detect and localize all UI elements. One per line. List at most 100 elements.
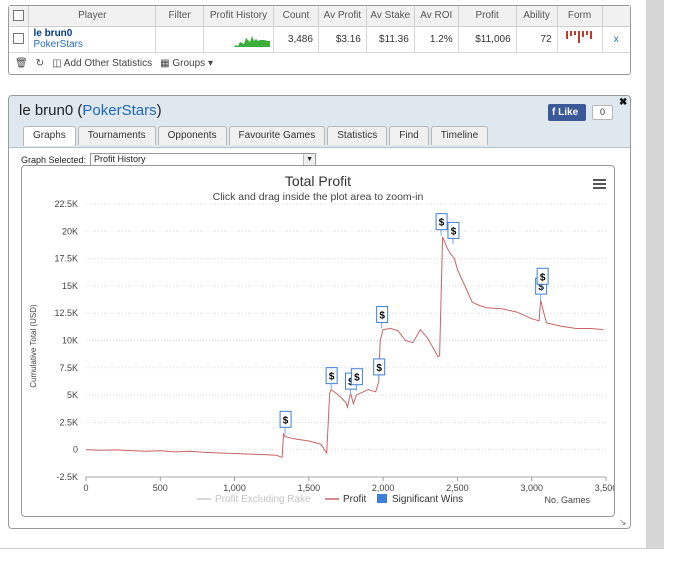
col-filter[interactable]: Filter [155,6,205,27]
flag-label: $ [376,363,382,374]
av-roi-cell: 1.2% [414,26,459,53]
x-tick-label: 0 [83,483,88,493]
stats-table: Player Filter Profit History Count Av Pr… [9,6,630,53]
y-tick-label: 0 [73,445,78,455]
col-av-roi[interactable]: Av ROI [414,6,459,27]
y-tick-label: 2.5K [59,417,78,427]
x-tick-label: 500 [153,483,168,493]
significant-win-flags: $$$$$$$$$$ [279,213,549,434]
row-select-cell[interactable] [9,26,30,53]
tab-timeline[interactable]: Timeline [430,126,489,145]
chart-legend: Profit Excluding Rake Profit Significant W… [197,494,463,505]
flag-box [350,368,363,386]
tab-statistics[interactable]: Statistics [327,126,388,145]
flag-label: $ [329,372,335,383]
legend-sigwins-label: Significant Wins [392,494,463,505]
flag-box [435,213,448,231]
flag-box [279,410,292,428]
facebook-like-button[interactable]: f Like [548,104,586,121]
col-player[interactable]: Player [28,6,157,27]
tab-tournaments[interactable]: Tournaments [77,126,156,145]
ability-cell: 72 [516,26,558,53]
flag-label: $ [283,415,289,426]
col-count[interactable]: Count [273,6,319,27]
y-tick-label: 5K [67,390,78,400]
col-profit-history[interactable]: Profit History [203,6,274,27]
player-stats-panel: Player Filter Profit History Count Av Pr… [8,5,631,75]
chart-gridlines [86,203,606,478]
x-tick-label: 2,000 [372,483,395,493]
legend-rake-label: Profit Excluding Rake [215,494,311,505]
like-label: Like [558,107,579,118]
flag-label: $ [439,218,445,229]
tab-opponents[interactable]: Opponents [157,126,227,145]
av-profit-cell: $3.16 [318,26,367,53]
refresh-icon[interactable]: ↻ [35,58,45,69]
chart-subtitle: Click and drag inside the plot area to z… [213,191,424,203]
significant-win-flag: $ [376,305,389,329]
legend-sigwins-swatch [377,494,387,503]
filter-cell [155,26,205,53]
col-profit[interactable]: Profit [458,6,517,27]
significant-win-flag: $ [325,367,338,390]
remove-player-cell[interactable]: x [602,26,630,53]
form-cell [557,26,603,53]
stats-header-row: Player Filter Profit History Count Av Pr… [9,6,630,27]
y-tick-label: 15K [62,281,78,291]
col-form[interactable]: Form [557,6,603,27]
select-all-header[interactable] [9,6,30,27]
page-divider [0,548,664,549]
add-stats-button[interactable]: ◫ Add Other Statistics [52,58,153,69]
x-tick-label: 3,000 [520,483,543,493]
chart-container: Total Profit Click and drag inside the p… [21,165,617,517]
hamburger-menu-icon[interactable] [593,179,606,189]
groups-label: Groups [172,58,206,69]
flag-label: $ [538,282,544,293]
chart-title: Total Profit [285,173,351,189]
y-tick-label: 12.5K [54,308,78,318]
graph-select-dropdown[interactable]: Profit History ▼ [90,153,317,166]
panel-tabs: Graphs Tournaments Opponents Favourite G… [23,126,489,146]
groups-button[interactable]: ▦ Groups ▾ [160,58,213,69]
add-stats-label: Add Other Statistics [63,58,153,69]
player-graph-panel: le brun0 (PokerStars) f Like 0 ✖ Graphs … [8,95,631,529]
x-tick-label: 3,500 [595,483,614,493]
flag-label: $ [354,373,360,384]
profit-chart[interactable]: Total Profit Click and drag inside the p… [22,166,617,516]
x-tick-label: 2,500 [446,483,469,493]
col-av-stake[interactable]: Av Stake [366,6,415,27]
y-axis-ticks: -2.5K 0 2.5K 5K 7.5K 10K 12.5K 15K 17.5K 20K 22.5K [54,199,78,482]
tab-find[interactable]: Find [389,126,429,145]
x-tick-label: 1,000 [223,483,246,493]
player-site-link[interactable]: PokerStars [33,39,83,50]
graph-select-value: Profit History [94,154,146,164]
tab-graphs[interactable]: Graphs [23,126,76,146]
resize-handle-icon[interactable]: ↘ [619,517,627,527]
col-av-profit[interactable]: Av Profit [318,6,367,27]
significant-win-flag: $ [350,368,363,391]
flag-box [447,221,460,239]
col-actions [602,6,630,27]
remove-player-link[interactable]: x [613,33,619,45]
col-ability[interactable]: Ability [516,6,558,27]
player-cell: le brun0 PokerStars [28,26,157,53]
significant-win-flag: $ [447,221,460,245]
close-icon[interactable]: ✖ [619,97,628,108]
form-bars [565,30,592,43]
flag-box [536,267,549,285]
graph-selected-label: Graph Selected: [21,154,87,165]
significant-win-flag: $ [279,410,292,434]
trash-icon[interactable]: 🗑 [15,58,28,69]
chevron-down-icon: ▼ [303,154,316,165]
flag-label: $ [540,272,546,283]
row-checkbox[interactable] [13,33,25,45]
panel-title: le brun0 (PokerStars) [19,102,162,119]
player-name-link[interactable]: le brun0 [33,28,73,39]
panel-player-name: le brun0 [19,102,74,119]
count-cell: 3,486 [273,26,319,53]
select-all-checkbox[interactable] [13,10,25,22]
panel-site-link[interactable]: PokerStars [82,102,157,119]
profit-series-line [85,236,604,458]
significant-win-flag: $ [536,267,549,291]
tab-favourite-games[interactable]: Favourite Games [228,126,326,145]
